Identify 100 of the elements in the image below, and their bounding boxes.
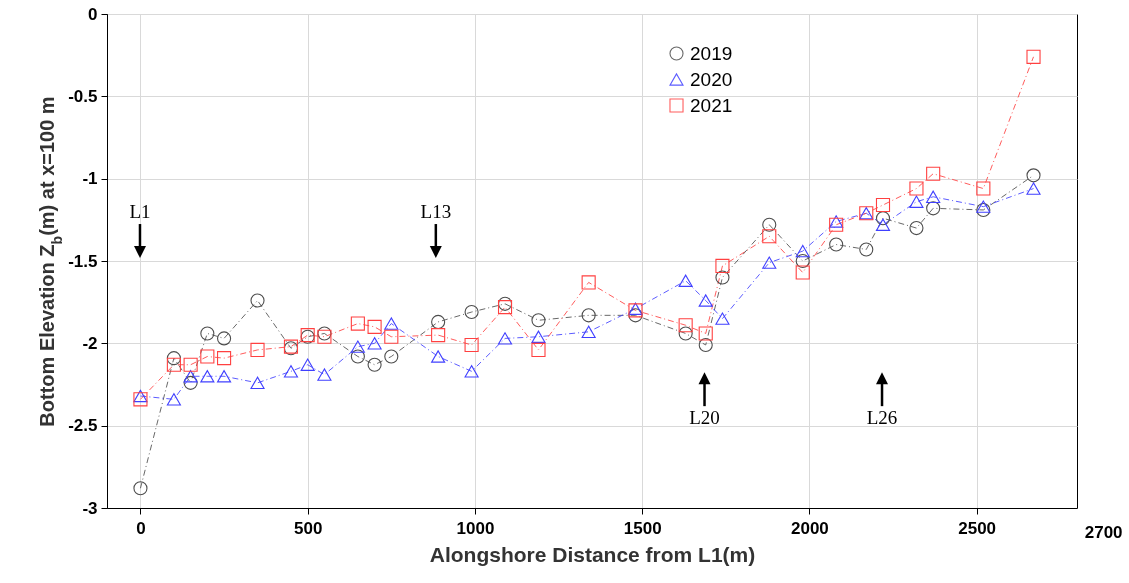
- point: [133, 389, 148, 403]
- point: [464, 365, 479, 378]
- point: [367, 357, 382, 372]
- point: [367, 337, 382, 350]
- point: [531, 313, 546, 328]
- y-tick-label: -1: [82, 169, 98, 189]
- point: [350, 316, 365, 331]
- point: [200, 326, 215, 341]
- point: [581, 325, 596, 338]
- x-tick-label: 2500: [958, 518, 997, 538]
- point: [464, 337, 479, 353]
- y-tick-label: -2.5: [68, 416, 98, 436]
- point: [715, 258, 730, 274]
- annotation: L1: [129, 201, 151, 223]
- x-tick-label: 1500: [623, 518, 662, 538]
- point: [875, 197, 891, 213]
- point: [795, 265, 810, 280]
- point: [250, 376, 265, 390]
- point: [859, 242, 874, 257]
- point: [350, 340, 365, 353]
- point: [133, 481, 148, 496]
- annotation: L26: [866, 407, 898, 429]
- point: [531, 342, 546, 357]
- point: [531, 330, 546, 343]
- point: [762, 217, 777, 232]
- point: [909, 181, 924, 196]
- point: [715, 270, 730, 285]
- point: [200, 349, 215, 364]
- point: [581, 275, 596, 290]
- point: [350, 349, 365, 364]
- point: [795, 244, 810, 258]
- annotation: L13: [420, 201, 452, 223]
- point: [497, 296, 513, 311]
- point: [250, 342, 265, 357]
- point: [762, 229, 777, 244]
- point: [926, 201, 941, 216]
- point: [678, 318, 693, 333]
- point: [678, 326, 693, 341]
- point: [431, 328, 446, 343]
- x-tick-label: 2000: [791, 518, 829, 538]
- legend-label: 2019: [690, 42, 733, 64]
- point: [217, 331, 232, 346]
- point: [678, 274, 693, 287]
- y-tick-label: -0.5: [68, 86, 98, 106]
- point: [976, 181, 991, 196]
- point: [283, 365, 299, 378]
- point: [698, 294, 713, 307]
- point: [1026, 182, 1041, 195]
- point: [976, 202, 991, 218]
- point: [581, 308, 596, 323]
- point: [300, 358, 315, 371]
- point: [1026, 168, 1041, 183]
- legend-label: 2020: [690, 68, 733, 90]
- point: [367, 319, 382, 334]
- point: [384, 349, 399, 364]
- point: [698, 326, 713, 341]
- point: [183, 375, 198, 390]
- point: [926, 166, 941, 181]
- x-tick-label: 500: [294, 518, 323, 538]
- point: [795, 253, 810, 269]
- point: [464, 304, 479, 320]
- point: [166, 357, 181, 372]
- point: [497, 300, 513, 315]
- point: [431, 350, 446, 363]
- y-tick-label: -3: [82, 498, 98, 518]
- point: [384, 329, 399, 344]
- point: [976, 200, 991, 213]
- point: [431, 314, 446, 329]
- legend-label: 2021: [690, 94, 733, 116]
- point: [909, 221, 924, 236]
- point: [909, 195, 924, 208]
- point: [133, 392, 148, 407]
- point: [698, 337, 713, 353]
- point: [875, 218, 891, 231]
- point: [829, 217, 844, 232]
- point: [183, 370, 198, 383]
- text: 2700: [1084, 522, 1123, 542]
- annotation: L20: [689, 407, 720, 429]
- point: [926, 190, 941, 203]
- y-tick-label: -2: [82, 333, 98, 353]
- x-tick-label: 1000: [456, 518, 495, 538]
- x-tick-label: 0: [136, 518, 146, 538]
- y-tick-label: -1.5: [68, 251, 98, 271]
- point: [183, 357, 198, 372]
- point: [497, 332, 513, 345]
- x-axis-title: Alongshore Distance from L1(m): [429, 542, 756, 566]
- point: [317, 368, 332, 381]
- point: [166, 393, 181, 406]
- point: [829, 237, 844, 252]
- point: [166, 351, 181, 366]
- point: [875, 211, 891, 226]
- point: [829, 215, 844, 228]
- point: [200, 370, 215, 383]
- point: [217, 370, 232, 383]
- point: [250, 293, 265, 308]
- point: [384, 317, 399, 330]
- y-tick-label: 0: [88, 4, 98, 24]
- point: [217, 351, 232, 366]
- point: [1026, 49, 1041, 64]
- point: [762, 256, 777, 269]
